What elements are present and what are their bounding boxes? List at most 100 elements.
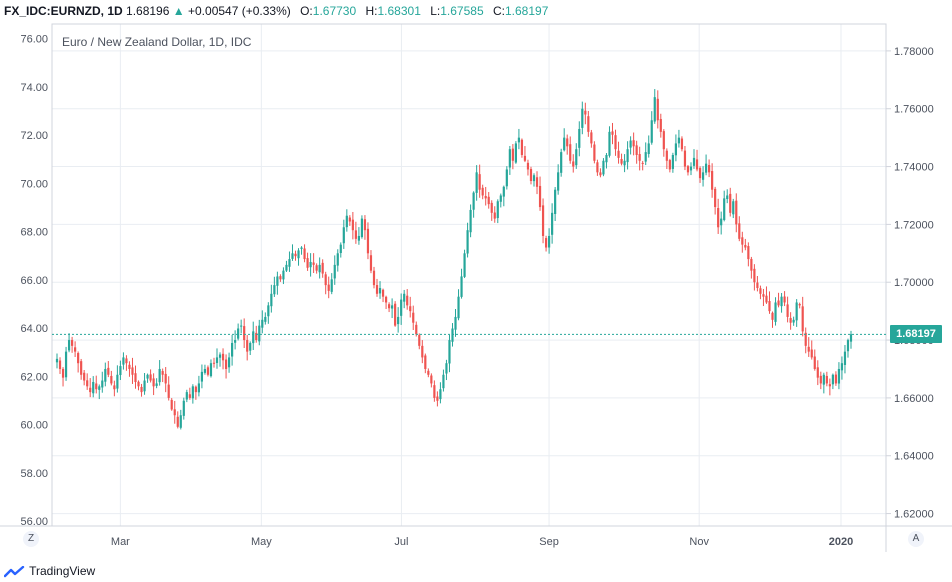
candle (282, 267, 285, 285)
candle-body (557, 172, 560, 191)
candle-body (674, 143, 677, 156)
candle-body (384, 296, 388, 303)
candle (529, 166, 533, 185)
candle-body (403, 293, 406, 302)
time-axis[interactable]: Mar May Jul Sep Nov 2020 (111, 536, 853, 548)
candle-body (339, 244, 342, 254)
candle (397, 307, 400, 333)
candle-body (701, 172, 705, 180)
candle (327, 276, 330, 299)
right-axis[interactable]: 1.780001.760001.740001.720001.700001.680… (886, 46, 934, 521)
candle (735, 193, 738, 233)
candle-body (563, 137, 566, 151)
candle-body (774, 302, 777, 322)
candle-body (741, 237, 744, 245)
candle (493, 206, 496, 223)
candle-body (330, 279, 333, 292)
candle-body (209, 363, 213, 377)
candle (173, 400, 176, 424)
symbol-name[interactable]: FX_IDC:EURNZD, 1D (4, 4, 123, 18)
candle (231, 334, 234, 366)
candle (439, 382, 442, 404)
candle-body (771, 312, 774, 320)
candle-body (279, 276, 282, 280)
candle (659, 113, 662, 138)
candle-body (656, 98, 659, 121)
candle (744, 238, 747, 251)
candle-body (436, 396, 439, 401)
candle-body (777, 300, 780, 306)
candle (161, 368, 164, 383)
candle (237, 323, 240, 341)
candle-body (626, 149, 629, 163)
candle-body (357, 235, 361, 241)
candle (665, 148, 668, 170)
candle (795, 299, 798, 327)
candle-body (596, 162, 599, 173)
candle (517, 128, 521, 150)
candle (77, 351, 80, 373)
candle (768, 291, 771, 314)
candle (813, 349, 816, 371)
auto-scale-button[interactable]: A (908, 531, 924, 547)
candle (653, 89, 656, 124)
candle (602, 158, 605, 177)
candle (381, 288, 385, 303)
candle (825, 371, 828, 387)
candle (363, 215, 367, 240)
candle (95, 375, 98, 394)
candle (270, 284, 273, 313)
candle-body (714, 188, 717, 208)
candle (551, 203, 554, 244)
candle-body (267, 305, 270, 317)
candle (167, 376, 170, 401)
candle-body (345, 215, 348, 228)
candle (837, 362, 841, 390)
candle-body (689, 166, 693, 171)
plot-frame (51, 23, 887, 527)
candle-body (360, 218, 364, 238)
candle (786, 296, 789, 323)
candle (101, 371, 104, 393)
candle (701, 166, 705, 187)
candle-body (409, 306, 412, 312)
candle-body (122, 357, 125, 365)
candle (333, 255, 336, 285)
candle (680, 136, 684, 152)
candle (418, 333, 421, 350)
left-tick-label: 68.00 (20, 227, 48, 239)
candle (747, 242, 750, 267)
candle (424, 353, 427, 374)
candle-body (831, 374, 834, 385)
candle-body (300, 247, 303, 249)
candle-body (104, 368, 107, 382)
candle (689, 162, 693, 176)
candle-body (520, 139, 524, 155)
candle-body (412, 312, 415, 323)
candle (294, 250, 297, 261)
candle-body (671, 154, 674, 169)
candle (635, 140, 638, 164)
brand-name[interactable]: TradingView (29, 564, 96, 578)
candle-body (67, 340, 71, 351)
candle (448, 334, 451, 373)
left-tick-label: 72.00 (20, 130, 48, 142)
candle-body (424, 355, 427, 369)
time-tick-label: Jul (394, 536, 408, 548)
candle-body (692, 157, 696, 166)
last-price: 1.68196 (126, 4, 170, 18)
candle (569, 136, 572, 164)
candle (288, 251, 291, 272)
candle (330, 273, 333, 295)
zoom-button[interactable]: Z (23, 531, 39, 547)
candle-body (726, 195, 729, 200)
candle (520, 138, 524, 158)
candle (58, 357, 62, 374)
candle (741, 231, 744, 253)
candle-body (74, 347, 77, 352)
candle (505, 166, 508, 190)
candle-body (813, 356, 816, 369)
candle (632, 132, 635, 156)
candle (668, 158, 671, 173)
